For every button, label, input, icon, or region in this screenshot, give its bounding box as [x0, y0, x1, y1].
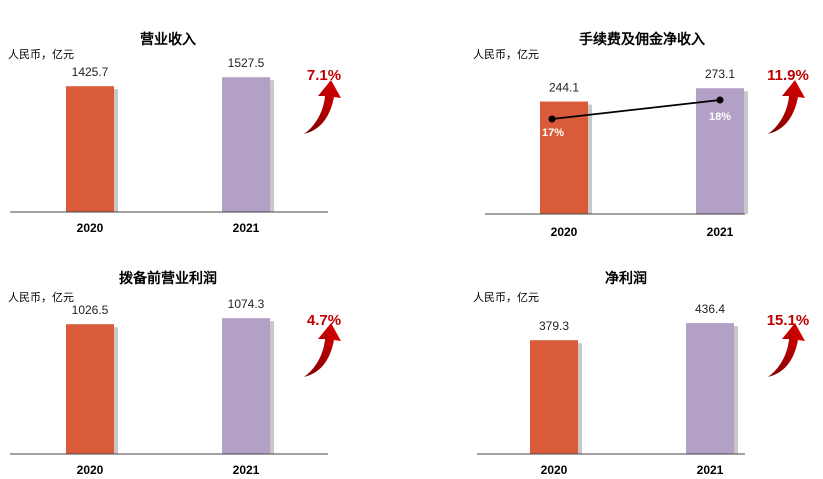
tick-label: 2021 [233, 221, 260, 235]
chart-net-profit: 净利润人民币，亿元 379.3 2020 436.4 2021 15.1% [411, 239, 822, 478]
growth-arrow-icon [304, 323, 341, 377]
bar-2020 [66, 324, 114, 454]
bar-2020 [540, 101, 588, 214]
data-label: 379.3 [539, 319, 569, 333]
unit-label: 人民币，亿元 [473, 48, 539, 61]
unit-label: 人民币，亿元 [8, 48, 74, 61]
data-label: 436.4 [695, 302, 725, 316]
chart-title: 净利润 [605, 270, 647, 286]
data-label: 1026.5 [72, 303, 109, 317]
bar-2021 [222, 318, 270, 454]
tick-label: 2020 [77, 463, 104, 477]
bar-2021 [222, 77, 270, 213]
tick-label: 2021 [707, 225, 734, 239]
data-label: 1425.7 [72, 65, 109, 79]
growth-arrow-icon [304, 80, 341, 134]
chart-fee-commission-income: 手续费及佣金净收入人民币，亿元244.12020273.1202117%18%营… [411, 0, 822, 239]
tick-label: 2021 [233, 463, 260, 477]
tick-label: 2020 [77, 221, 104, 235]
share-point [548, 115, 556, 123]
share-point [716, 96, 724, 104]
chart-title: 手续费及佣金净收入 [579, 31, 705, 47]
share-label: 17% [542, 127, 564, 139]
data-label: 273.1 [705, 67, 735, 81]
chart-title: 拨备前营业利润 [119, 270, 217, 286]
tick-label: 2021 [697, 463, 724, 477]
growth-label: 11.9% [767, 67, 809, 84]
unit-label: 人民币，亿元 [473, 291, 539, 304]
chart-pre-provision-profit: 拨备前营业利润人民币，亿元 1026.5 2020 1074.3 2021 4.7% [0, 239, 411, 478]
unit-label: 人民币，亿元 [8, 291, 74, 304]
chart-svg: 手续费及佣金净收入人民币，亿元244.12020273.1202117%18%营… [473, 31, 809, 239]
growth-arrow-icon [768, 323, 805, 377]
bar-2020 [530, 340, 578, 454]
chart-operating-income: 营业收入人民币，亿元 1425.7 2020 1527.5 2021 7.1% [0, 0, 411, 239]
bar-2020 [66, 86, 114, 212]
tick-label: 2020 [541, 463, 568, 477]
share-line [551, 99, 721, 120]
data-label: 1527.5 [228, 56, 265, 70]
share-label: 18% [709, 111, 731, 123]
growth-arrow-icon [768, 80, 805, 134]
growth-label: 4.7% [307, 312, 341, 329]
data-label: 1074.3 [228, 297, 265, 311]
tick-label: 2020 [551, 225, 578, 239]
bar-2021 [696, 88, 744, 214]
bar-2021 [686, 323, 734, 454]
growth-label: 7.1% [307, 67, 341, 84]
data-label: 244.1 [549, 81, 579, 95]
growth-label: 15.1% [767, 312, 810, 329]
chart-title: 营业收入 [140, 31, 196, 47]
